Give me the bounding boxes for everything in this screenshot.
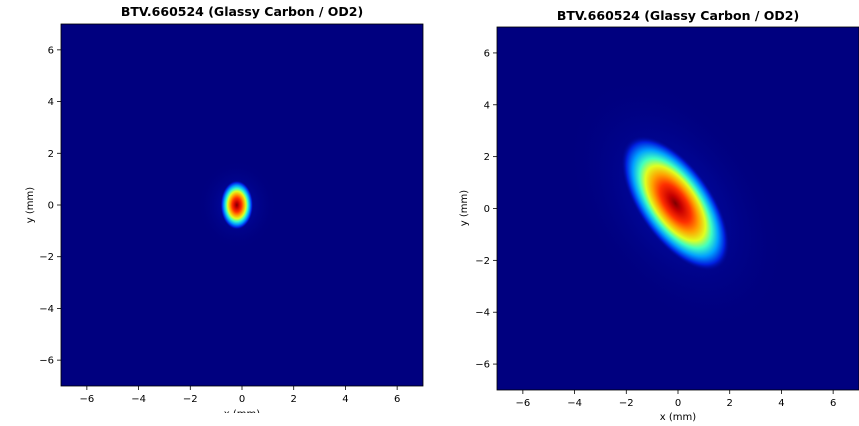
y-tick-label: −4 bbox=[475, 308, 490, 319]
beam-spot bbox=[220, 180, 254, 230]
x-tick-label: 0 bbox=[675, 398, 681, 409]
y-axis-label: y (mm) bbox=[25, 187, 36, 223]
y-tick-label: −6 bbox=[475, 360, 490, 371]
beam-spot bbox=[620, 135, 730, 272]
panel-left: BTV.660524 (Glassy Carbon / OD2) −6 −4 −2 0… bbox=[25, 4, 424, 426]
x-tick-label: 6 bbox=[830, 398, 836, 409]
y-tick-label: 0 bbox=[48, 201, 54, 212]
x-axis-label: x (mm) bbox=[660, 412, 696, 423]
plot-area bbox=[61, 24, 423, 386]
x-tick-label: −4 bbox=[131, 394, 146, 405]
y-tick-label: 6 bbox=[484, 48, 490, 59]
x-tick-label: 2 bbox=[727, 398, 733, 409]
y-tick-label: 4 bbox=[484, 100, 490, 111]
x-tick-label: 6 bbox=[394, 394, 400, 405]
x-label-crop bbox=[200, 413, 290, 426]
y-tick-label: 6 bbox=[48, 45, 54, 56]
y-tick-label: 0 bbox=[484, 204, 490, 215]
x-axis: −6 −4 −2 0 2 4 6 bbox=[515, 390, 836, 409]
y-tick-label: −2 bbox=[39, 252, 54, 263]
x-tick-label: 4 bbox=[778, 398, 784, 409]
x-tick-label: −6 bbox=[79, 394, 94, 405]
y-axis-label: y (mm) bbox=[459, 190, 470, 226]
y-tick-label: 2 bbox=[48, 149, 54, 160]
plot-area bbox=[497, 27, 859, 390]
panel-right: BTV.660524 (Glassy Carbon / OD2) −6 −4 −2 0… bbox=[459, 8, 859, 423]
x-tick-label: 4 bbox=[342, 394, 348, 405]
x-tick-label: −2 bbox=[619, 398, 634, 409]
y-axis: −6 −4 −2 0 2 4 6 bbox=[475, 48, 497, 371]
chart-title: BTV.660524 (Glassy Carbon / OD2) bbox=[557, 8, 799, 23]
y-axis: −6 −4 −2 0 2 4 6 bbox=[39, 45, 61, 367]
y-tick-label: −6 bbox=[39, 356, 54, 367]
y-tick-label: −2 bbox=[475, 256, 490, 267]
x-axis: −6 −4 −2 0 2 4 6 bbox=[79, 386, 400, 405]
x-tick-label: −6 bbox=[515, 398, 530, 409]
x-tick-label: −2 bbox=[183, 394, 198, 405]
x-tick-label: −4 bbox=[567, 398, 582, 409]
y-tick-label: −4 bbox=[39, 304, 54, 315]
x-tick-label: 2 bbox=[291, 394, 297, 405]
x-tick-label: 0 bbox=[239, 394, 245, 405]
y-tick-label: 4 bbox=[48, 97, 54, 108]
chart-title: BTV.660524 (Glassy Carbon / OD2) bbox=[121, 4, 363, 19]
y-tick-label: 2 bbox=[484, 152, 490, 163]
